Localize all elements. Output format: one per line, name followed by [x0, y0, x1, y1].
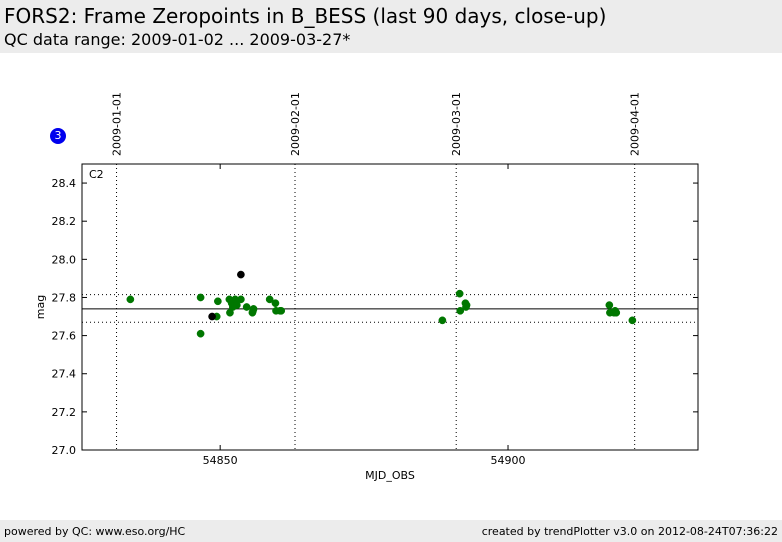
- date-marker-label: 2009-03-01: [450, 92, 463, 156]
- data-point: [271, 299, 280, 308]
- data-point: [462, 301, 471, 309]
- y-tick-label: 27.6: [52, 330, 77, 343]
- footer-bar: powered by QC: www.eso.org/HC created by…: [0, 520, 782, 542]
- x-tick-label: 54850: [203, 454, 238, 467]
- data-point: [208, 312, 216, 321]
- y-tick-label: 28.4: [52, 177, 77, 190]
- badge: 3: [50, 128, 66, 144]
- footer-powered-by: powered by QC: www.eso.org/HC: [4, 525, 186, 538]
- x-axis-label: MJD_OBS: [365, 469, 415, 482]
- x-tick-label: 54900: [491, 454, 526, 467]
- data-point: [214, 297, 222, 306]
- date-marker-label: 2009-01-01: [111, 92, 124, 156]
- y-tick-label: 27.0: [52, 444, 77, 457]
- y-tick-label: 27.8: [52, 291, 77, 304]
- data-point: [249, 305, 258, 313]
- y-tick-label: 27.4: [52, 368, 77, 381]
- y-tick-label: 28.0: [52, 253, 77, 266]
- data-point: [126, 295, 135, 304]
- data-point: [612, 308, 621, 317]
- data-point: [605, 301, 614, 309]
- data-point: [242, 303, 251, 311]
- y-axis-label: mag: [34, 295, 47, 319]
- plot-frame: [81, 163, 699, 451]
- data-point: [456, 306, 465, 315]
- data-point: [455, 289, 464, 298]
- data-point: [237, 295, 245, 304]
- panel-label: C2: [89, 168, 104, 181]
- data-point: [196, 329, 205, 338]
- data-point: [277, 306, 286, 315]
- data-point: [628, 316, 637, 325]
- date-marker-label: 2009-02-01: [289, 92, 302, 156]
- data-point: [438, 316, 447, 325]
- date-marker-label: 2009-04-01: [629, 92, 642, 156]
- footer-created-by: created by trendPlotter v3.0 on 2012-08-…: [481, 525, 778, 538]
- data-point: [233, 301, 241, 309]
- page-subtitle: QC data range: 2009-01-02 ... 2009-03-27…: [4, 30, 351, 49]
- header-bar: FORS2: Frame Zeropoints in B_BESS (last …: [0, 0, 782, 53]
- data-point: [237, 270, 245, 279]
- y-tick-label: 28.2: [52, 215, 77, 228]
- data-point: [196, 293, 205, 302]
- page-title: FORS2: Frame Zeropoints in B_BESS (last …: [4, 4, 607, 28]
- data-point: [265, 295, 274, 304]
- y-tick-label: 27.2: [52, 406, 77, 419]
